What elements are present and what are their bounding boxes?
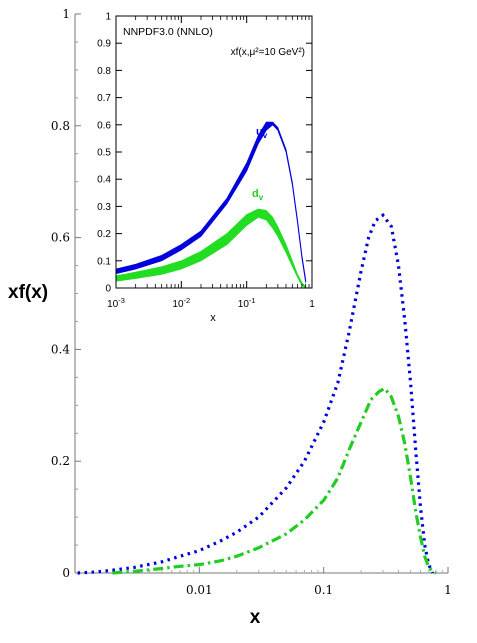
inset-series-label-d-sub: v	[259, 193, 264, 202]
inset-y-tick-label: 0.1	[97, 256, 111, 267]
inset-annotation: xf(x,μ²=10 GeV²)	[231, 47, 305, 58]
inset-band-0	[115, 121, 307, 283]
inset-x-tick-label: 10-2	[172, 296, 190, 310]
inset-series-label-d-base: d	[252, 188, 259, 200]
inset-x-tick-base: 10	[107, 299, 119, 310]
inset-y-tick-label: 0.6	[97, 120, 111, 131]
main-x-tick-label: 0.01	[186, 583, 213, 597]
inset-title: NNPDF3.0 (NNLO)	[123, 26, 213, 38]
inset-chart: 00.10.20.30.40.50.60.70.80.91 10-3 10-2 10…	[97, 12, 315, 325]
inset-y-tick-label: 0.7	[97, 93, 111, 104]
inset-x-tick-label: 1	[309, 299, 315, 310]
main-chart: 0 0.2 0.4 0.6 0.8 1 0.01 0.1 1 xf(x) x	[8, 7, 452, 628]
inset-series-label-u-base: u	[256, 126, 263, 138]
inset-x-tick-base: 1	[309, 299, 315, 310]
inset-series-label-d: dv	[252, 188, 264, 202]
inset-x-tick-exp: -3	[118, 296, 125, 305]
main-y-tick-label: 1	[62, 7, 70, 21]
main-y-tick-label: 0.2	[51, 454, 70, 468]
main-x-tick-label: 1	[444, 583, 452, 597]
inset-x-tick-label: 10-1	[238, 296, 256, 310]
main-y-tick-label: 0.4	[51, 342, 70, 356]
inset-y-tick-label: 0.9	[97, 39, 111, 50]
main-y-ticks: 0 0.2 0.4 0.6 0.8 1	[51, 7, 81, 580]
main-series	[77, 212, 437, 575]
inset-x-tick-base: 10	[172, 299, 184, 310]
inset-y-tick-label: 0.4	[97, 175, 111, 186]
inset-x-ticks: 10-3 10-2 10-1 1	[107, 16, 315, 310]
main-y-tick-label: 0.8	[51, 119, 70, 133]
inset-x-axis-label: x	[210, 312, 216, 324]
inset-y-tick-label: 0.8	[97, 66, 111, 77]
inset-y-tick-label: 0.2	[97, 229, 111, 240]
inset-series-label-u: uv	[256, 126, 268, 140]
inset-series-label-u-sub: v	[263, 131, 268, 140]
main-x-axis-label: x	[250, 607, 261, 628]
inset-x-tick-label: 10-3	[107, 296, 125, 310]
main-y-tick-label: 0	[62, 566, 70, 580]
main-y-tick-label: 0.6	[51, 231, 70, 245]
main-x-ticks: 0.01 0.1 1	[111, 567, 452, 597]
inset-x-tick-base: 10	[238, 299, 250, 310]
inset-y-tick-label: 0.3	[97, 202, 111, 213]
main-y-axis-label: xf(x)	[8, 282, 48, 303]
inset-y-tick-label: 0.5	[97, 148, 111, 159]
main-series-line-1	[112, 386, 437, 575]
inset-y-ticks: 0 0.1 0.2 0.3 0.4 0.5 0.6 0.7 0.8 0.9 1	[97, 12, 312, 295]
inset-y-tick-label: 0	[105, 284, 111, 295]
inset-y-tick-label: 1	[105, 12, 111, 23]
main-x-tick-label: 0.1	[314, 583, 333, 597]
inset-x-tick-exp: -1	[249, 296, 256, 305]
inset-x-tick-exp: -2	[184, 296, 191, 305]
